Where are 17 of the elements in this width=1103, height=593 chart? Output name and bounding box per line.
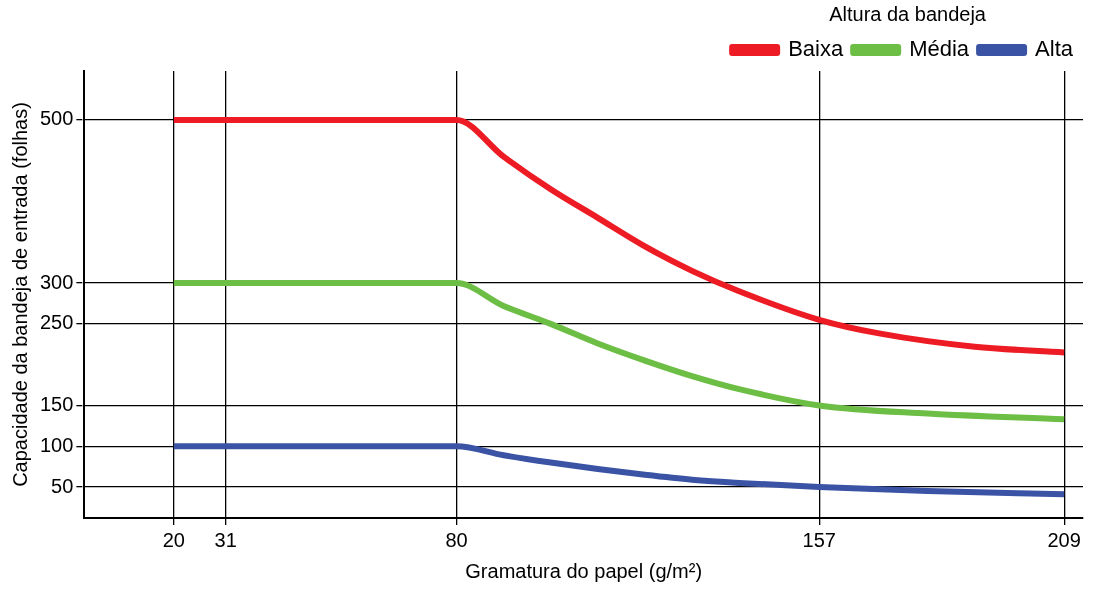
y-tick-label: 100: [39, 433, 74, 456]
y-tick-label: 250: [39, 311, 74, 334]
legend-label: Baixa: [788, 36, 844, 62]
legend-label: Média: [909, 36, 970, 62]
y-tick-label: 50: [51, 474, 74, 497]
y-axis-title: Capacidade da bandeja de entrada (folhas): [8, 102, 31, 487]
x-axis-title: Gramatura do papel (g/m²): [465, 559, 703, 582]
x-tick-label: 157: [802, 528, 836, 551]
x-tick-label: 80: [445, 528, 468, 551]
legend-label: Alta: [1035, 36, 1074, 62]
x-tick-label: 31: [214, 528, 237, 551]
x-tick-label: 209: [1047, 528, 1081, 551]
y-tick-label: 300: [39, 270, 74, 293]
y-tick-label: 150: [39, 392, 74, 415]
x-tick-label: 20: [162, 528, 185, 551]
legend-title: Altura da bandeja: [829, 2, 987, 25]
y-tick-label: 500: [39, 107, 74, 130]
